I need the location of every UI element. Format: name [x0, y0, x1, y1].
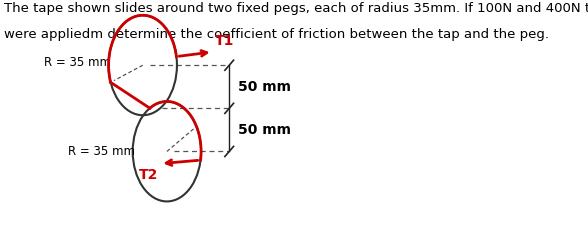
Text: R = 35 mm: R = 35 mm [68, 145, 135, 158]
Text: T1: T1 [215, 34, 234, 48]
Text: R = 35 mm: R = 35 mm [44, 56, 111, 69]
Text: The tape shown slides around two fixed pegs, each of radius 35mm. If 100N and 40: The tape shown slides around two fixed p… [4, 2, 588, 15]
Text: T2: T2 [139, 168, 158, 182]
Text: 50 mm: 50 mm [238, 80, 291, 94]
Text: were appliedm determine the coefficient of friction between the tap and the peg.: were appliedm determine the coefficient … [4, 28, 549, 41]
Text: 50 mm: 50 mm [238, 123, 291, 137]
